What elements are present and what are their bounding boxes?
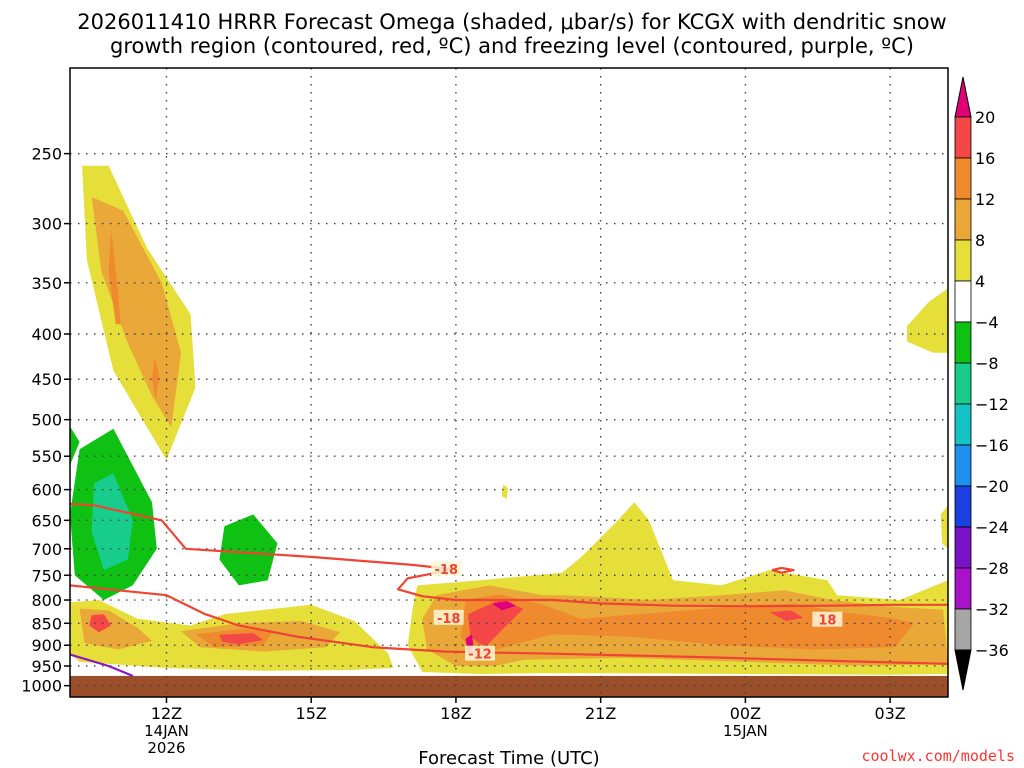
colorbar-label-5: −4 (975, 313, 999, 332)
y-tick-label-850: 850 (31, 614, 62, 633)
colorbar-bin-6 (954, 321, 972, 364)
colorbar-label-4: 4 (975, 272, 985, 291)
y-tick-label-900: 900 (31, 636, 62, 655)
x-tick-label-00Z: 00Z (730, 704, 761, 723)
contour-label-bg-2 (465, 645, 496, 661)
colorbar-bin-1 (954, 116, 972, 159)
contour-label-2: -12 (468, 648, 492, 663)
y-tick-label-700: 700 (31, 540, 62, 559)
contour-label-0: -18 (435, 563, 459, 578)
ground-below-surface (70, 675, 948, 697)
colorbar-bin-7 (954, 362, 972, 405)
y-tick-label-950: 950 (31, 657, 62, 676)
omega-region-late-ascent-20 (769, 610, 804, 621)
contour-dgz-upper (70, 502, 948, 608)
omega-region-descent-mid-6 (91, 473, 133, 571)
colorbar-bin-9 (954, 444, 972, 487)
colorbar-label-10: −24 (975, 518, 1009, 537)
y-tick-label-1000: 1000 (21, 677, 62, 696)
plot-frame (69, 67, 949, 698)
colorbar-bin-2 (954, 157, 972, 200)
x-tick-label-15Z: 15Z (296, 704, 327, 723)
colorbar-bin-13 (954, 608, 972, 651)
x-tick-label-12Z: 12Z (151, 704, 182, 723)
colorbar-bottom-arrow (954, 649, 972, 691)
contour-label-bg-3 (812, 611, 843, 627)
x-tick-date-00Z: 15JAN (723, 722, 768, 740)
x-tick-label-18Z: 18Z (440, 704, 471, 723)
colorbar-bin-11 (954, 526, 972, 569)
colorbar-label-2: 12 (975, 190, 995, 209)
omega-region-upper-ascent-1 (91, 197, 181, 428)
colorbar-bin-5 (954, 280, 972, 323)
colorbar-label-1: 16 (975, 149, 995, 168)
omega-region-low-level-ascent-12 (89, 614, 111, 633)
colorbar-bin-12 (954, 567, 972, 610)
y-tick-label-550: 550 (31, 447, 62, 466)
y-tick-label-500: 500 (31, 411, 62, 430)
y-tick-label-350: 350 (31, 274, 62, 293)
contour-label-bg-1 (433, 609, 464, 625)
contour-dgz-lower (70, 583, 948, 665)
colorbar-label-9: −20 (975, 477, 1009, 496)
y-tick-label-800: 800 (31, 591, 62, 610)
colorbar-label-12: −32 (975, 600, 1009, 619)
x-tick-label-21Z: 21Z (585, 704, 616, 723)
omega-region-small-21z-22 (501, 484, 508, 500)
chart-title-line-2: growth region (contoured, red, ºC) and f… (110, 34, 914, 58)
colorbar-label-0: 20 (975, 108, 995, 127)
contour-label-bg-0 (431, 561, 462, 577)
colorbar-bin-4 (954, 239, 972, 282)
contour-label-1: -18 (437, 612, 461, 627)
y-tick-label-400: 400 (31, 325, 62, 344)
y-tick-label-300: 300 (31, 215, 62, 234)
plot-content: -18 -18 -12 18 (70, 68, 948, 697)
colorbar-bin-10 (954, 485, 972, 528)
x-tick-year-12Z: 2026 (147, 739, 185, 757)
colorbar: 20 16 12 8 4 −4 −8 −12 −16 −20 −24 −28 −32 −36 (954, 76, 1009, 691)
colorbar-bin-3 (954, 198, 972, 241)
contour-label-3: 18 (818, 614, 836, 629)
omega-region-upper-ascent-2 (108, 229, 121, 325)
plot-area: -18 -18 -12 18 250 300 350 400 450 500 550 600 650 70… (21, 67, 1009, 757)
colorbar-label-8: −16 (975, 436, 1009, 455)
omega-region-low-level-ascent-13 (219, 633, 263, 645)
omega-region-upper-right-21 (907, 288, 948, 353)
omega-region-late-ascent-16 (460, 594, 915, 656)
colorbar-label-3: 8 (975, 231, 985, 250)
omega-region-descent-center-7 (219, 514, 278, 586)
colorbar-label-13: −36 (975, 641, 1009, 660)
x-tick-label-03Z: 03Z (874, 704, 905, 723)
y-tick-label-750: 750 (31, 566, 62, 585)
colorbar-label-6: −8 (975, 354, 999, 373)
contour-dgz-loop-1 (771, 566, 795, 574)
chart-title-line-1: 2026011410 HRRR Forecast Omega (shaded, … (77, 10, 946, 34)
colorbar-top-arrow (954, 76, 972, 118)
y-tick-label-250: 250 (31, 145, 62, 164)
omega-region-descent-west-4 (70, 426, 80, 466)
colorbar-label-7: −12 (975, 395, 1009, 414)
y-tick-label-600: 600 (31, 481, 62, 500)
y-tick-label-450: 450 (31, 370, 62, 389)
omega-region-late-ascent-19 (465, 634, 474, 656)
omega-region-upper-ascent-3 (152, 357, 160, 400)
y-tick-label-650: 650 (31, 511, 62, 530)
contour-freezing-level (70, 653, 134, 677)
credit-link[interactable]: coolwx.com/models (861, 747, 1015, 765)
x-tick-date-12Z: 14JAN (144, 722, 189, 740)
x-axis-label: Forecast Time (UTC) (418, 748, 599, 768)
omega-region-late-ascent-17 (468, 600, 524, 648)
colorbar-bin-8 (954, 403, 972, 446)
colorbar-label-11: −28 (975, 559, 1009, 578)
omega-region-right-edge-23 (940, 505, 948, 549)
omega-region-late-ascent-18 (492, 601, 517, 611)
